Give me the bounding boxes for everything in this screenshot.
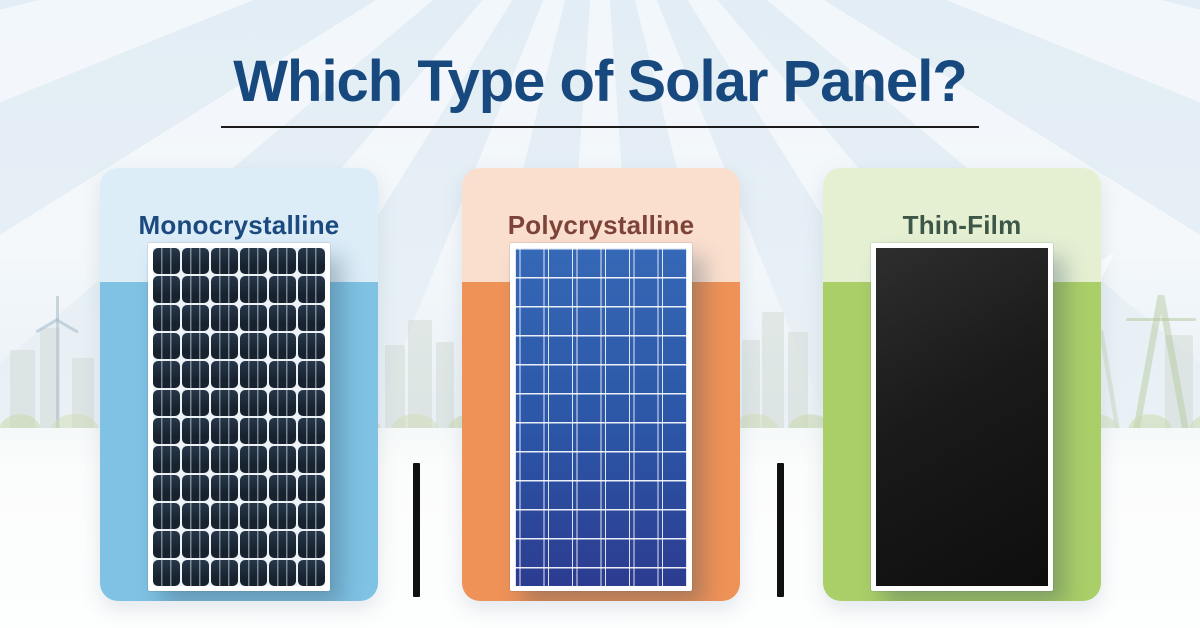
mono-cell xyxy=(269,276,296,303)
mono-cell xyxy=(182,418,209,445)
mono-cell xyxy=(182,531,209,558)
card-monocrystalline: Monocrystalline xyxy=(100,168,378,601)
mono-cell xyxy=(182,248,209,275)
mono-cell xyxy=(211,531,238,558)
mono-cell xyxy=(240,389,267,416)
mono-cell xyxy=(269,389,296,416)
mono-cell xyxy=(269,248,296,275)
thin-panel-surface xyxy=(876,248,1048,586)
mono-cell xyxy=(240,559,267,586)
mono-cell xyxy=(153,333,180,360)
card-polycrystalline: Polycrystalline xyxy=(462,168,740,601)
mono-cell xyxy=(298,333,325,360)
mono-cell xyxy=(211,361,238,388)
mono-cell xyxy=(182,304,209,331)
mono-cell xyxy=(153,389,180,416)
mono-cell xyxy=(211,248,238,275)
mono-cell xyxy=(211,304,238,331)
mono-cell xyxy=(240,248,267,275)
mono-cell xyxy=(240,446,267,473)
mono-cell xyxy=(298,276,325,303)
card-title: Polycrystalline xyxy=(507,209,695,240)
mono-cell xyxy=(298,304,325,331)
vertical-divider xyxy=(777,463,784,597)
mono-cell xyxy=(240,418,267,445)
mono-cell xyxy=(182,389,209,416)
mono-cell xyxy=(211,503,238,530)
mono-cell xyxy=(298,503,325,530)
mono-cell xyxy=(153,474,180,501)
mono-cell xyxy=(240,503,267,530)
mono-cell xyxy=(269,559,296,586)
mono-cell xyxy=(269,446,296,473)
mono-cell xyxy=(153,446,180,473)
card-title: Thin-Film xyxy=(902,209,1022,240)
card-title: Monocrystalline xyxy=(138,209,340,240)
mono-cell xyxy=(298,248,325,275)
mono-cell xyxy=(182,559,209,586)
mono-cell xyxy=(269,333,296,360)
vertical-divider xyxy=(413,463,420,597)
mono-cell xyxy=(269,503,296,530)
mono-cell xyxy=(240,276,267,303)
mono-cell xyxy=(240,361,267,388)
wind-turbine-silhouette xyxy=(56,318,59,430)
mono-cell xyxy=(298,446,325,473)
thin-film-panel-illustration xyxy=(871,243,1053,591)
mono-cell xyxy=(153,559,180,586)
mono-cell xyxy=(240,333,267,360)
mono-cell xyxy=(153,276,180,303)
mono-cell xyxy=(153,361,180,388)
poly-panel-surface xyxy=(515,248,687,586)
mono-cell xyxy=(269,531,296,558)
card-header: Monocrystalline xyxy=(100,168,378,282)
monocrystalline-panel-illustration xyxy=(148,243,330,591)
mono-cell xyxy=(153,304,180,331)
mono-cell xyxy=(182,276,209,303)
mono-cell xyxy=(298,389,325,416)
mono-cell xyxy=(269,304,296,331)
mono-cell xyxy=(182,333,209,360)
card-thin-film: Thin-Film xyxy=(823,168,1101,601)
mono-cell xyxy=(269,361,296,388)
mono-cell xyxy=(298,531,325,558)
mono-cell xyxy=(211,446,238,473)
mono-cell xyxy=(211,474,238,501)
mono-cell xyxy=(240,531,267,558)
mono-cell xyxy=(153,418,180,445)
page-title: Which Type of Solar Panel? xyxy=(233,49,967,114)
mono-cell xyxy=(182,446,209,473)
mono-cell xyxy=(298,418,325,445)
polycrystalline-panel-illustration xyxy=(510,243,692,591)
mono-cell xyxy=(153,248,180,275)
mono-cell xyxy=(269,474,296,501)
mono-cell xyxy=(269,418,296,445)
mono-cell xyxy=(298,474,325,501)
mono-cell xyxy=(182,361,209,388)
mono-cell xyxy=(211,333,238,360)
mono-panel-grid xyxy=(153,248,325,586)
mono-cell xyxy=(240,474,267,501)
mono-cell xyxy=(298,361,325,388)
mono-cell xyxy=(153,531,180,558)
mono-cell xyxy=(240,304,267,331)
mono-cell xyxy=(153,503,180,530)
wind-turbine-blade xyxy=(56,296,59,320)
mono-cell xyxy=(298,559,325,586)
mono-cell xyxy=(211,418,238,445)
power-line-crossarm xyxy=(1126,318,1196,321)
mono-cell xyxy=(211,559,238,586)
title-underline xyxy=(221,126,979,128)
mono-cell xyxy=(182,474,209,501)
mono-cell xyxy=(211,389,238,416)
mono-cell xyxy=(211,276,238,303)
mono-cell xyxy=(182,503,209,530)
